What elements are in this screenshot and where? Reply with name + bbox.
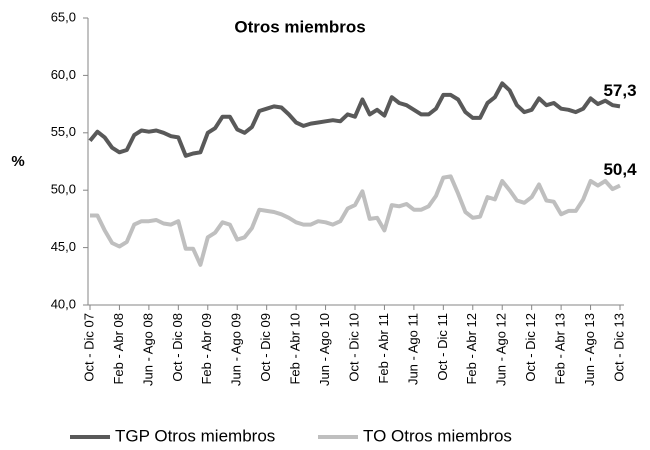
x-tick-label: Jun - Ago 08 [140, 313, 155, 386]
y-tick-label: 50,0 [51, 182, 76, 197]
series-line [88, 81, 621, 158]
x-tick-label: Oct - Dic 08 [170, 313, 185, 382]
y-tick-label: 45,0 [51, 239, 76, 254]
x-tick-label: Jun - Ago 12 [494, 313, 509, 386]
y-axis-label: % [11, 153, 24, 170]
y-tick-label: 40,0 [51, 296, 76, 311]
x-tick-label: Feb - Abr 09 [199, 313, 214, 385]
x-tick-label: Oct - Dic 13 [611, 313, 626, 382]
x-tick-label: Oct - Dic 10 [346, 313, 361, 382]
y-tick-label: 60,0 [51, 67, 76, 82]
data-label: 57,3 [603, 81, 636, 100]
x-tick-label: Feb - Abr 11 [376, 313, 391, 384]
x-tick-label: Oct - Dic 12 [523, 313, 538, 382]
x-tick-label: Feb - Abr 10 [288, 313, 303, 385]
data-label: 50,4 [603, 160, 637, 179]
y-tick-label: 65,0 [51, 9, 76, 24]
x-tick-label: Feb - Abr 13 [553, 313, 568, 385]
legend-label: TGP Otros miembros [115, 426, 275, 445]
x-tick-label: Feb - Abr 12 [464, 313, 479, 385]
x-tick-label: Oct - Dic 07 [81, 313, 96, 382]
x-tick-label: Jun - Ago 11 [405, 313, 420, 385]
x-tick-label: Oct - Dic 09 [258, 313, 273, 382]
x-tick-label: Jun - Ago 10 [317, 313, 332, 386]
x-tick-label: Jun - Ago 09 [229, 313, 244, 386]
chart-title: Otros miembros [234, 17, 365, 36]
legend-label: TO Otros miembros [363, 426, 512, 445]
x-tick-label: Jun - Ago 13 [582, 313, 597, 386]
series-line [90, 174, 621, 267]
x-tick-label: Oct - Dic 11 [435, 313, 450, 381]
y-tick-label: 55,0 [51, 124, 76, 139]
x-tick-label: Feb - Abr 08 [111, 313, 126, 385]
